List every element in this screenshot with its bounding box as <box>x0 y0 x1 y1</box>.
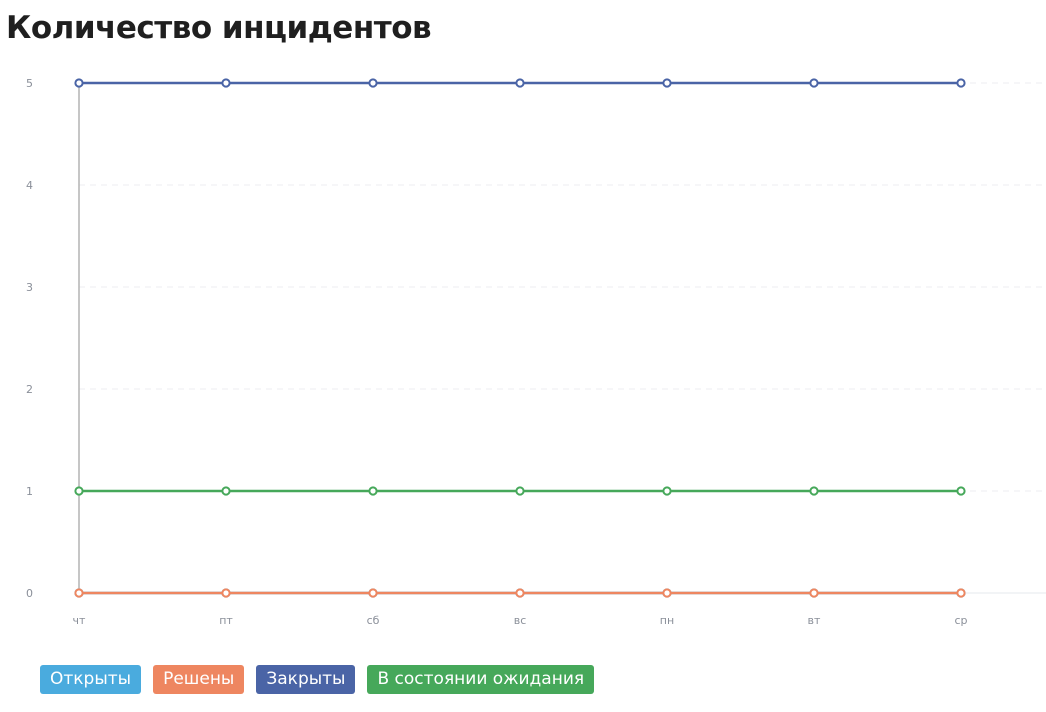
data-point[interactable] <box>662 486 672 496</box>
data-point[interactable] <box>809 588 819 598</box>
x-axis-ticks: чт пт сб вс пн вт ср <box>73 614 968 627</box>
data-point[interactable] <box>809 486 819 496</box>
data-point[interactable] <box>809 78 819 88</box>
x-tick-label: вт <box>808 614 821 627</box>
y-tick-label: 4 <box>26 179 33 192</box>
data-point[interactable] <box>662 78 672 88</box>
data-point[interactable] <box>368 588 378 598</box>
line-chart: 0 1 2 3 4 5 чт пт сб вс пн вт ср <box>26 77 1046 627</box>
series-layer <box>74 78 966 598</box>
chart-title: Количество инцидентов <box>6 10 432 46</box>
x-tick-label: вс <box>514 614 527 627</box>
x-tick-label: сб <box>367 614 380 627</box>
data-point[interactable] <box>74 588 84 598</box>
x-tick-label: пн <box>660 614 674 627</box>
data-point[interactable] <box>221 486 231 496</box>
data-point[interactable] <box>956 588 966 598</box>
y-tick-label: 2 <box>26 383 33 396</box>
data-point[interactable] <box>221 78 231 88</box>
grid-layer <box>78 82 1046 594</box>
data-point[interactable] <box>368 486 378 496</box>
x-tick-label: чт <box>73 614 86 627</box>
series-Закрыты <box>74 78 966 88</box>
legend-item[interactable]: Решены <box>153 665 245 694</box>
data-point[interactable] <box>662 588 672 598</box>
legend-item[interactable]: В состоянии ожидания <box>367 665 595 694</box>
y-tick-label: 3 <box>26 281 33 294</box>
data-point[interactable] <box>515 78 525 88</box>
y-tick-label: 0 <box>26 587 33 600</box>
x-tick-label: пт <box>219 614 233 627</box>
data-point[interactable] <box>956 486 966 496</box>
series-Решены <box>74 588 966 598</box>
x-tick-label: ср <box>954 614 967 627</box>
y-tick-label: 5 <box>26 77 33 90</box>
legend-item[interactable]: Закрыты <box>256 665 356 694</box>
data-point[interactable] <box>74 78 84 88</box>
data-point[interactable] <box>221 588 231 598</box>
data-point[interactable] <box>956 78 966 88</box>
series-В состоянии ожидания <box>74 486 966 496</box>
data-point[interactable] <box>368 78 378 88</box>
data-point[interactable] <box>515 588 525 598</box>
chart-legend: Открыты Решены Закрыты В состоянии ожидания <box>40 665 595 694</box>
y-tick-label: 1 <box>26 485 33 498</box>
data-point[interactable] <box>515 486 525 496</box>
legend-item[interactable]: Открыты <box>40 665 142 694</box>
y-axis-ticks: 0 1 2 3 4 5 <box>26 77 33 600</box>
data-point[interactable] <box>74 486 84 496</box>
